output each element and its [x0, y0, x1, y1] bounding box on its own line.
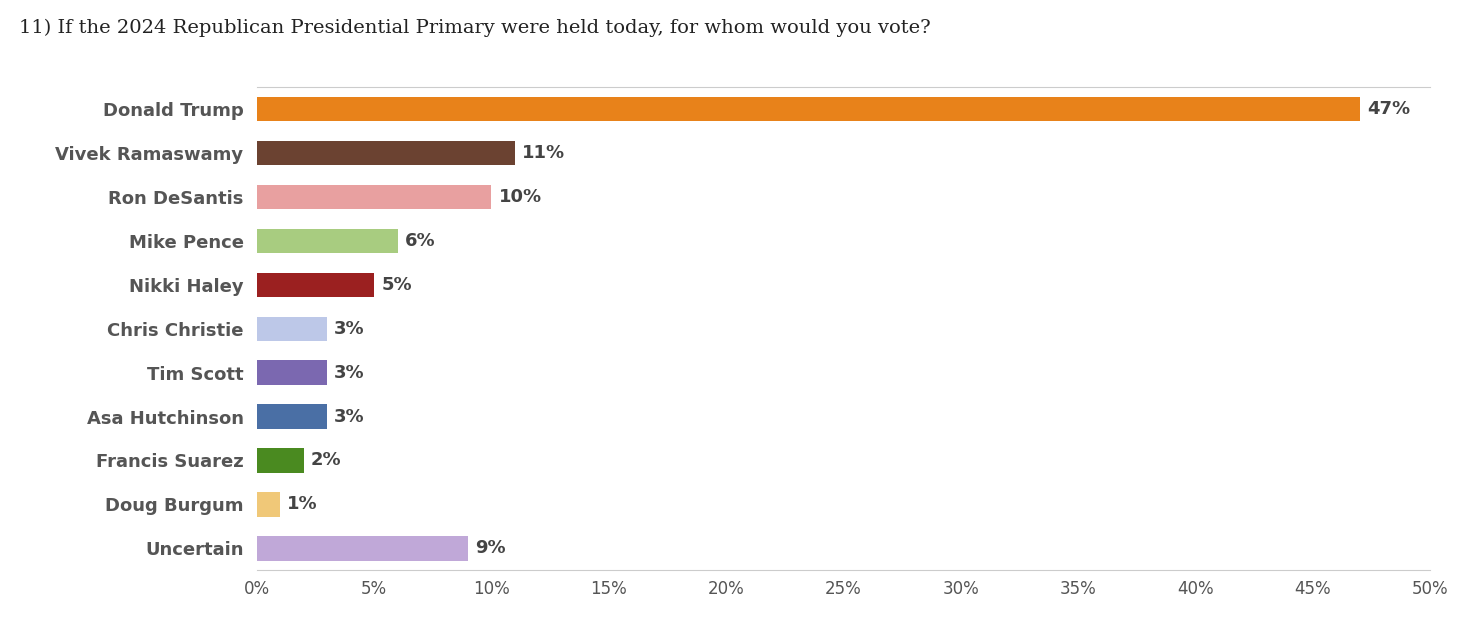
- Bar: [257, 404, 327, 428]
- Text: 3%: 3%: [334, 363, 365, 381]
- Text: 3%: 3%: [334, 319, 365, 338]
- Bar: [257, 448, 304, 472]
- Bar: [257, 185, 491, 209]
- Bar: [257, 360, 327, 384]
- Bar: [257, 492, 280, 516]
- Text: 11%: 11%: [522, 144, 565, 162]
- Bar: [257, 273, 374, 297]
- Text: 6%: 6%: [405, 232, 436, 250]
- Text: 3%: 3%: [334, 407, 365, 425]
- Text: 1%: 1%: [288, 495, 318, 513]
- Bar: [257, 229, 398, 253]
- Bar: [257, 97, 1360, 121]
- Text: 5%: 5%: [381, 276, 412, 294]
- Text: 47%: 47%: [1367, 100, 1410, 118]
- Bar: [257, 141, 515, 165]
- Bar: [257, 536, 468, 560]
- Text: 9%: 9%: [475, 539, 506, 557]
- Text: 11) If the 2024 Republican Presidential Primary were held today, for whom would : 11) If the 2024 Republican Presidential …: [19, 19, 932, 37]
- Text: 2%: 2%: [311, 451, 342, 469]
- Bar: [257, 316, 327, 340]
- Text: 10%: 10%: [499, 188, 541, 206]
